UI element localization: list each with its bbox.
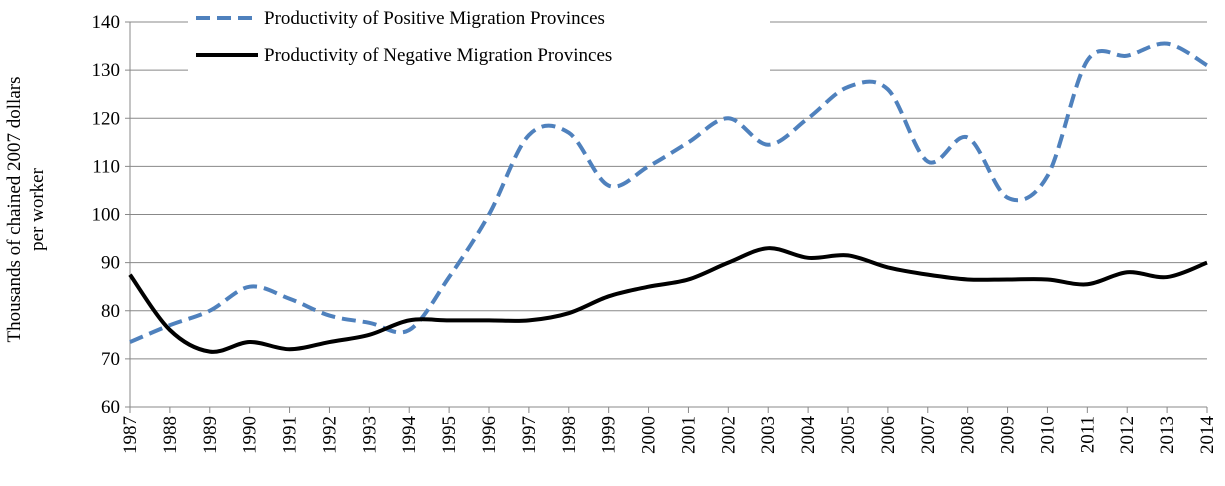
- x-tick-label: 1998: [559, 416, 580, 454]
- x-tick-label: 1994: [399, 416, 420, 455]
- legend-label: Productivity of Positive Migration Provi…: [264, 8, 605, 29]
- x-tick-label: 1995: [439, 416, 460, 454]
- y-tick-label: 80: [101, 301, 120, 322]
- y-tick-label: 120: [92, 108, 121, 129]
- x-tick-label: 2009: [998, 416, 1019, 454]
- x-tick-label: 2002: [718, 416, 739, 454]
- y-tick-label: 130: [92, 60, 121, 81]
- y-axis-label-line: per worker: [27, 167, 48, 250]
- y-axis-label: Thousands of chained 2007 dollars per wor…: [4, 77, 48, 343]
- x-tick-label: 2014: [1197, 416, 1218, 455]
- y-tick-label: 110: [92, 156, 120, 177]
- x-tick-label: 1990: [240, 416, 261, 454]
- series-line: [129, 41, 1209, 344]
- x-tick-label: 2011: [1077, 416, 1098, 453]
- x-tick-label: 1993: [359, 416, 380, 454]
- x-tick-label: 2004: [798, 416, 819, 455]
- y-axis-label-line: Thousands of chained 2007 dollars: [4, 77, 25, 343]
- x-tick-label: 1997: [519, 416, 540, 454]
- y-tick-label: 70: [101, 349, 120, 370]
- x-tick-label: 2013: [1157, 416, 1178, 454]
- legend-box: [188, 0, 770, 72]
- x-tick-label: 1989: [200, 416, 221, 454]
- x-tick-label: 2006: [878, 416, 899, 454]
- legend-label: Productivity of Negative Migration Provi…: [264, 45, 612, 66]
- y-tick-label: 90: [101, 253, 120, 274]
- x-tick-label: 2001: [678, 416, 699, 454]
- y-tick-label: 100: [92, 205, 121, 226]
- x-tick-label: 2005: [838, 416, 859, 454]
- x-tick-label: 2007: [918, 416, 939, 454]
- y-tick-label: 60: [101, 397, 120, 418]
- x-tick-label: 2010: [1037, 416, 1058, 454]
- x-tick-label: 2000: [639, 416, 660, 454]
- series-line: [128, 246, 1208, 354]
- y-tick-label: 140: [92, 12, 121, 33]
- x-tick-label: 2012: [1117, 416, 1138, 454]
- x-tick-label: 1996: [479, 416, 500, 454]
- x-tick-label: 2003: [758, 416, 779, 454]
- x-tick-label: 1991: [280, 416, 301, 454]
- x-tick-label: 1992: [319, 416, 340, 454]
- x-tick-label: 1988: [160, 416, 181, 454]
- x-tick-label: 2008: [958, 416, 979, 454]
- x-tick-label: 1999: [599, 416, 620, 454]
- x-tick-label: 1987: [120, 416, 141, 454]
